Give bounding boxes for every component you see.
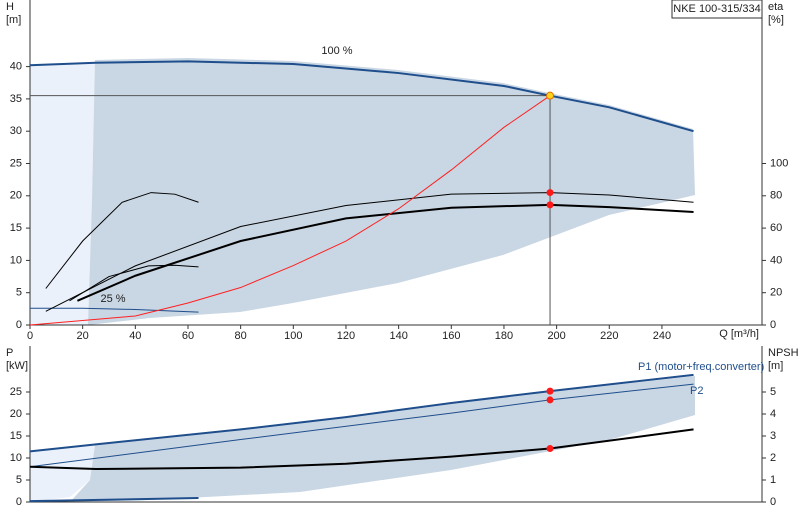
- y-tick-label: 10: [10, 452, 22, 464]
- y2-tick-label: 0: [770, 496, 776, 508]
- point: [546, 189, 554, 197]
- y-tick-label: 15: [10, 430, 22, 442]
- operating-point: [546, 91, 555, 100]
- y2-tick-label: 1: [770, 474, 776, 486]
- curve: [29, 60, 694, 133]
- y-tick-label: 35: [10, 93, 22, 105]
- y-tick-label: 5: [16, 474, 22, 486]
- x-tick-label: 140: [389, 330, 407, 342]
- y2-axis-label: NPSH: [768, 347, 799, 359]
- point: [546, 201, 554, 209]
- x-tick-label: 100: [284, 330, 302, 342]
- y2-tick-label: 100: [770, 157, 788, 169]
- y2-tick-label: 3: [770, 430, 776, 442]
- x-tick-label: 120: [337, 330, 355, 342]
- x-tick-label: 60: [182, 330, 194, 342]
- y2-axis-label: [m]: [768, 360, 783, 372]
- curve: [29, 95, 551, 326]
- point: [546, 396, 554, 404]
- y-axis-label: P: [6, 347, 13, 359]
- shade: [30, 445, 95, 502]
- curve: [30, 307, 199, 313]
- y-tick-label: 25: [10, 157, 22, 169]
- series-label: P2: [690, 385, 703, 397]
- curve: [29, 383, 694, 468]
- x-tick-label: 180: [495, 330, 513, 342]
- curve: [45, 192, 199, 289]
- y-tick-label: 20: [10, 408, 22, 420]
- chart-title: NKE 100-315/334: [673, 3, 760, 15]
- y2-tick-label: 5: [770, 386, 776, 398]
- curve-label: 100 %: [321, 45, 352, 57]
- y-tick-label: 25: [10, 386, 22, 398]
- y-tick-label: 15: [10, 222, 22, 234]
- y2-tick-label: 80: [770, 190, 782, 202]
- y2-tick-label: 20: [770, 287, 782, 299]
- x-tick-label: 160: [442, 330, 460, 342]
- y-tick-label: 30: [10, 125, 22, 137]
- y2-tick-label: 60: [770, 222, 782, 234]
- y2-axis-label: eta: [768, 1, 784, 13]
- y2-tick-label: 40: [770, 254, 782, 266]
- curve: [45, 192, 694, 312]
- y2-tick-label: 4: [770, 408, 776, 420]
- x-tick-label: 200: [547, 330, 565, 342]
- y-axis-label: [kW]: [6, 360, 28, 372]
- point: [546, 387, 554, 395]
- y-tick-label: 20: [10, 190, 22, 202]
- shade: [70, 376, 695, 502]
- shade: [30, 62, 95, 325]
- curve: [29, 497, 199, 503]
- curve: [76, 203, 694, 302]
- y-tick-label: 0: [16, 319, 22, 331]
- y-axis-label: H: [6, 1, 14, 13]
- x-tick-label: 240: [653, 330, 671, 342]
- y2-axis-label: [%]: [768, 14, 784, 26]
- x-tick-label: 0: [27, 330, 33, 342]
- y-axis-label: [m]: [6, 14, 21, 26]
- y-tick-label: 40: [10, 61, 22, 73]
- y-tick-label: 5: [16, 287, 22, 299]
- x-tick-label: 220: [600, 330, 618, 342]
- curve: [69, 264, 199, 302]
- y-tick-label: 0: [16, 496, 22, 508]
- series-label: P1 (motor+freq.converter): [638, 361, 764, 373]
- y2-tick-label: 0: [770, 319, 776, 331]
- curve-label: 25 %: [100, 293, 125, 305]
- point: [546, 445, 554, 453]
- x-tick-label: 40: [129, 330, 141, 342]
- x-tick-label: 80: [235, 330, 247, 342]
- y-tick-label: 10: [10, 254, 22, 266]
- x-tick-label: 20: [77, 330, 89, 342]
- shade: [88, 58, 695, 325]
- y2-tick-label: 2: [770, 452, 776, 464]
- x-axis-label: Q [m³/h]: [719, 328, 759, 340]
